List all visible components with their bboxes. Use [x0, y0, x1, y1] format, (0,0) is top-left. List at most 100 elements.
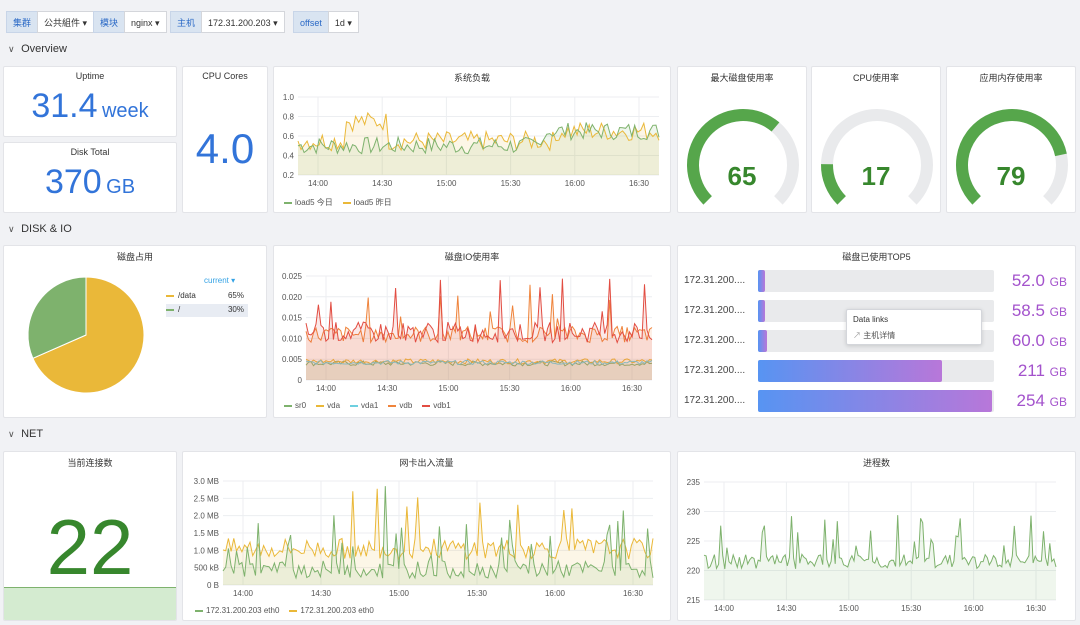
- x-tick-label: 15:00: [389, 589, 410, 598]
- disk-total-panel[interactable]: Disk Total 370 GB: [3, 142, 177, 213]
- top5-value-number: 254: [1016, 391, 1045, 410]
- legend-label: vdb: [399, 401, 413, 410]
- top5-bar-track: [758, 360, 994, 382]
- legend-swatch: [289, 609, 298, 612]
- gauge-disk-panel[interactable]: 最大磁盘使用率 65: [677, 66, 807, 213]
- legend-swatch: [284, 201, 292, 204]
- legend-label: load5 昨日: [353, 198, 392, 207]
- legend-item[interactable]: vda1: [350, 401, 378, 410]
- uptime-stat: 31.4 week: [4, 87, 176, 126]
- stat-value: 370: [44, 163, 102, 201]
- chevron-down-icon: ∨: [8, 44, 15, 54]
- y-tick-label: 0.8: [283, 113, 295, 122]
- top5-value-number: 58.5: [1011, 301, 1045, 320]
- top5-value-number: 60.0: [1011, 331, 1045, 350]
- var-label: offset: [293, 11, 328, 33]
- pie-legend-item[interactable]: /data 65%: [166, 290, 248, 303]
- legend-item[interactable]: load5 今日: [284, 197, 333, 208]
- var-value: 公共組件: [44, 18, 81, 28]
- tooltip-title: Data links: [853, 315, 889, 324]
- x-tick-label: 16:00: [565, 179, 586, 188]
- legend-item[interactable]: 172.31.200.203 eth0: [195, 606, 279, 615]
- gauge-mem-panel[interactable]: 应用内存使用率 79: [946, 66, 1076, 213]
- gauge-cpu: [821, 109, 933, 205]
- y-tick-label: 0.4: [283, 152, 295, 161]
- legend-label: load5 今日: [295, 198, 333, 207]
- legend-item[interactable]: vda: [316, 401, 340, 410]
- load-legend: load5 今日 load5 昨日: [284, 197, 392, 208]
- legend-item[interactable]: sr0: [284, 401, 306, 410]
- gauge-fill: [687, 109, 780, 205]
- x-tick-label: 16:00: [964, 604, 985, 613]
- gauge-disk: [687, 109, 799, 205]
- caret-down-icon: ▾: [273, 18, 278, 28]
- var-offset[interactable]: offset 1d ▾: [293, 11, 359, 33]
- disk-total-stat: 370 GB: [4, 163, 176, 202]
- y-tick-label: 0.2: [283, 171, 295, 180]
- tooltip-link[interactable]: ↗ 主机详情: [853, 330, 895, 341]
- disk-io-panel[interactable]: 磁盘IO使用率 0.025 0.020 0.015 0.010 0.005 0 14:00 1…: [273, 245, 671, 418]
- row-overview[interactable]: ∨ Overview: [8, 43, 67, 55]
- chevron-down-icon: ∨: [8, 429, 15, 439]
- row-disk-io[interactable]: ∨ DISK & IO: [8, 223, 72, 235]
- var-module[interactable]: 模块 nginx ▾: [93, 11, 167, 33]
- top5-bar-fill: [758, 300, 766, 322]
- gauge-fill: [956, 109, 1067, 205]
- var-cluster-select[interactable]: 公共組件 ▾: [37, 11, 95, 33]
- caret-down-icon: ▾: [347, 18, 352, 28]
- var-offset-select[interactable]: 1d ▾: [327, 11, 359, 33]
- disk-pie-chart[interactable]: [4, 246, 267, 418]
- var-value: nginx: [131, 18, 153, 28]
- tooltip-link-label: 主机详情: [863, 331, 896, 340]
- procs-panel[interactable]: 进程数 235 230 225 220 215 14:00 14:30 15:00 15:30 1…: [677, 451, 1076, 621]
- uptime-panel[interactable]: Uptime 31.4 week: [3, 66, 177, 137]
- gauge-fill: [821, 164, 847, 205]
- var-host[interactable]: 主机 172.31.200.203 ▾: [170, 11, 285, 33]
- var-module-select[interactable]: nginx ▾: [124, 11, 167, 33]
- var-cluster[interactable]: 集群 公共組件 ▾: [6, 11, 95, 33]
- legend-item[interactable]: vdb: [388, 401, 412, 410]
- x-tick-label: 16:30: [629, 179, 650, 188]
- var-host-select[interactable]: 172.31.200.203 ▾: [201, 11, 285, 33]
- top5-host-label: 172.31.200....: [684, 335, 746, 346]
- top5-bar-track: [758, 390, 994, 412]
- stat-unit: week: [101, 100, 149, 122]
- x-tick-label: 14:00: [714, 604, 735, 613]
- legend-label: /data: [178, 291, 196, 300]
- net-chart[interactable]: 3.0 MB 2.5 MB 2.0 MB 1.5 MB 1.0 MB 500 kB 0 B 1…: [183, 452, 671, 621]
- disk-io-chart[interactable]: 0.025 0.020 0.015 0.010 0.005 0 14:00 14:30 15:0…: [274, 246, 671, 418]
- load-chart[interactable]: 1.0 0.8 0.6 0.4 0.2 14:00 14:30 15:00 15:30 16:00…: [274, 67, 671, 213]
- top5-panel[interactable]: 磁盘已使用TOP5 172.31.200.... 52.0 GB 172.31.2…: [677, 245, 1076, 418]
- data-links-tooltip: Data links ↗ 主机详情: [846, 309, 982, 345]
- x-tick-label: 16:30: [623, 589, 644, 598]
- y-tick-label: 1.0: [283, 93, 295, 102]
- gauge-cpu-panel[interactable]: CPU使用率 17: [811, 66, 941, 213]
- row-net[interactable]: ∨ NET: [8, 428, 43, 440]
- connections-stat: 22: [46, 503, 134, 591]
- legend-item[interactable]: vdb1: [422, 401, 451, 410]
- cpu-cores-panel[interactable]: CPU Cores 4.0: [182, 66, 268, 213]
- net-panel[interactable]: 网卡出入流量 3.0 MB 2.5 MB 2.0 MB 1.5 MB 1.0 MB 500…: [182, 451, 671, 621]
- series-area: [223, 486, 653, 585]
- panel-title: 当前连接数: [67, 458, 113, 468]
- series-area: [306, 360, 652, 380]
- row-title: Overview: [21, 43, 67, 55]
- disk-pie-panel[interactable]: 磁盘占用 current ▾ /data 65% / 30%: [3, 245, 267, 418]
- var-value: 172.31.200.203: [208, 18, 271, 28]
- legend-current-header[interactable]: current ▾: [204, 276, 235, 285]
- legend-item[interactable]: 172.31.200.203 eth0: [289, 606, 374, 615]
- series-area: [306, 284, 652, 380]
- legend-label: vda1: [361, 401, 379, 410]
- load-panel[interactable]: 系统负载 1.0 0.8 0.6 0.4 0.2 14:00 14:30 15:00 15:30…: [273, 66, 671, 213]
- procs-chart[interactable]: 235 230 225 220 215 14:00 14:30 15:00 15:30 16:00…: [678, 452, 1076, 621]
- top5-host-label: 172.31.200....: [684, 365, 746, 376]
- panel-title: CPU Cores: [202, 71, 248, 81]
- gauge-value: 79: [996, 161, 1026, 191]
- y-tick-label: 215: [687, 596, 701, 605]
- pie-legend-item[interactable]: / 30%: [166, 304, 248, 317]
- connections-panel[interactable]: 当前连接数 22: [3, 451, 177, 621]
- legend-label: sr0: [295, 401, 307, 410]
- panel-title: 应用内存使用率: [979, 73, 1043, 83]
- legend-item[interactable]: load5 昨日: [342, 197, 392, 208]
- external-link-icon: ↗: [853, 331, 861, 340]
